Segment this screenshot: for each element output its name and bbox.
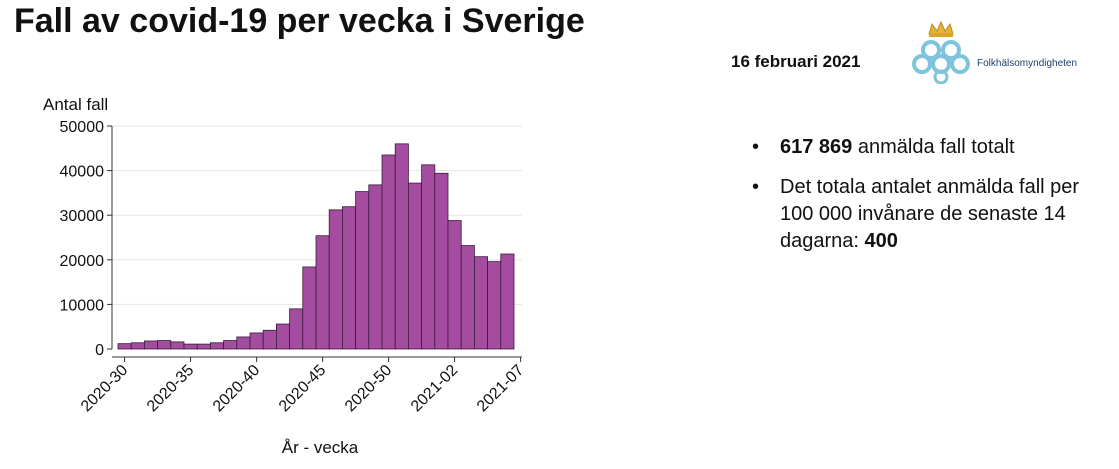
bullet: • <box>752 136 760 158</box>
bar-2020-44 <box>302 266 317 350</box>
slide-title: Fall av covid-19 per vecka i Sverige <box>14 2 585 40</box>
x-tick-label: 2020-45 <box>276 362 330 416</box>
incidence-value: 400 <box>864 230 898 252</box>
bar-2020-45 <box>315 235 330 350</box>
bar-2021-03 <box>460 245 475 350</box>
bar-2020-51 <box>394 143 409 350</box>
x-tick-label: 2021-02 <box>408 362 462 416</box>
x-tick-label: 2021-07 <box>474 362 528 416</box>
x-tick-label: 2020-35 <box>144 362 198 416</box>
bar-2020-37 <box>209 342 224 350</box>
bar-2020-41 <box>262 329 277 350</box>
bullet: • <box>752 176 760 198</box>
x-tick-label: 2020-50 <box>342 362 396 416</box>
bar-2020-32 <box>143 340 158 350</box>
y-tick-label: 40000 <box>60 164 105 181</box>
incidence-fact: • Det totala antalet anmälda fall per 100… <box>752 174 1102 255</box>
x-tick-label: 2020-30 <box>78 362 132 416</box>
y-tick-label: 50000 <box>60 119 105 136</box>
x-axis-label: År - vecka <box>282 438 359 457</box>
bar-2020-30 <box>117 343 132 350</box>
bar-2021-06 <box>500 253 515 350</box>
bar-2020-52 <box>407 182 422 350</box>
bar-2021-05 <box>487 261 502 350</box>
bar-2020-53 <box>421 164 436 350</box>
bar-2020-31 <box>130 342 145 350</box>
bar-2021-02 <box>447 220 462 350</box>
bar-2021-04 <box>473 256 488 350</box>
bar-2020-36 <box>196 343 211 350</box>
y-tick-label: 30000 <box>60 208 105 225</box>
total-cases-fact: • 617 869 anmälda fall totalt <box>752 134 1102 161</box>
y-axis-label: Antal fall <box>43 95 108 114</box>
crown-rings-logo-icon <box>912 20 970 84</box>
bar-2020-39 <box>236 336 251 350</box>
agency-name: Folkhälsomyndigheten <box>977 58 1078 69</box>
x-tick-label: 2020-40 <box>210 362 264 416</box>
bar-2020-35 <box>183 343 198 350</box>
key-facts-list: • 617 869 anmälda fall totalt • Det totala… <box>752 134 1102 268</box>
bar-2020-46 <box>328 209 343 350</box>
y-tick-label: 20000 <box>60 253 105 270</box>
bar-2020-38 <box>223 340 238 350</box>
bar-2020-48 <box>355 191 370 350</box>
total-cases-value: 617 869 <box>780 136 853 158</box>
total-cases-text: anmälda fall totalt <box>852 136 1015 158</box>
bar-2021-01 <box>434 172 449 350</box>
bar-2020-33 <box>157 340 172 350</box>
bar-2020-50 <box>381 154 396 350</box>
bar-2020-47 <box>341 206 356 350</box>
bar-2020-40 <box>249 332 264 350</box>
bar-2020-34 <box>170 341 185 350</box>
y-tick-label: 0 <box>95 342 104 359</box>
y-tick-label: 10000 <box>60 297 105 314</box>
bar-2020-42 <box>275 323 290 350</box>
report-date: 16 februari 2021 <box>731 52 861 71</box>
weekly-cases-chart: Antal fall 0 10000 20000 30000 40000 50000 202… <box>43 95 528 457</box>
bar-2020-49 <box>368 184 383 350</box>
incidence-text: Det totala antalet anmälda fall per 100 … <box>780 176 1080 252</box>
bar-series <box>117 143 515 350</box>
bar-2020-43 <box>289 308 304 350</box>
